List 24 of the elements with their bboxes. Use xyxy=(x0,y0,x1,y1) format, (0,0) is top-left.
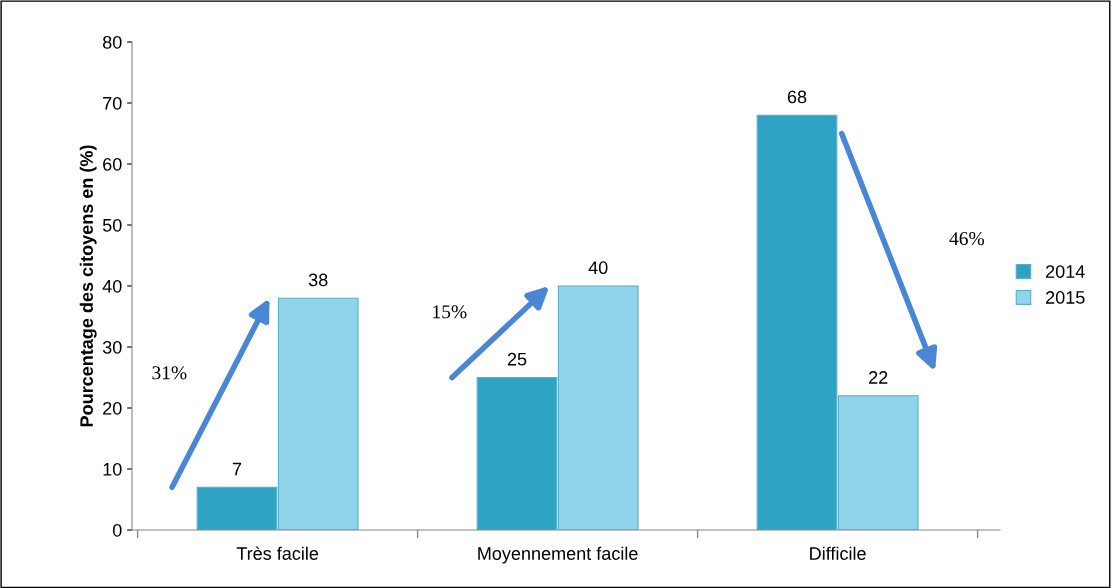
y-tick-label: 80 xyxy=(102,35,122,49)
y-tick-label: 50 xyxy=(102,218,122,232)
data-label: 40 xyxy=(588,261,608,275)
y-tick-label: 0 xyxy=(112,523,122,537)
y-tick-label: 20 xyxy=(103,401,122,415)
y-tick-label: 30 xyxy=(102,340,122,354)
y-tick-label: 10 xyxy=(103,462,122,476)
data-label: 68 xyxy=(787,90,807,104)
data-label: 7 xyxy=(232,462,242,476)
data-label: 22 xyxy=(869,371,888,384)
legend-label: 2015 xyxy=(1046,291,1085,304)
y-tick-label: 40 xyxy=(102,279,122,293)
x-tick-label: Difficile xyxy=(810,546,866,560)
annotation: 15% xyxy=(433,305,467,319)
legend-label: 2014 xyxy=(1046,265,1085,278)
y-tick-label: 60 xyxy=(103,157,122,171)
data-label: 25 xyxy=(507,352,527,366)
y-axis-title: Pourcentage des citoyens en (%) xyxy=(79,145,97,427)
y-tick-label: 70 xyxy=(103,96,122,110)
x-tick-label: Très facile xyxy=(236,546,319,560)
annotation: 46% xyxy=(949,232,985,246)
annotation: 31% xyxy=(152,366,187,380)
data-label: 38 xyxy=(308,273,328,287)
x-tick-label: Moyennement facile xyxy=(478,546,638,564)
